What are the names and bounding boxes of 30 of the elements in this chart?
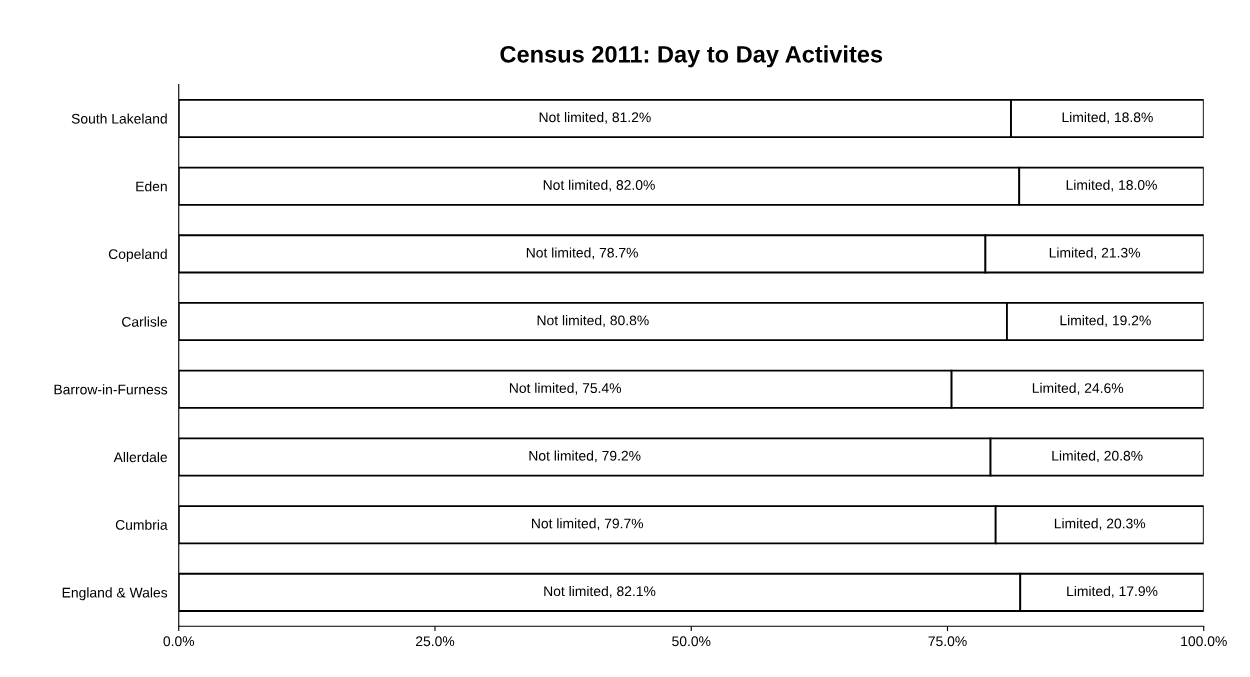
data-label: Not limited, 82.0% (543, 179, 655, 192)
data-label: Not limited, 81.2% (539, 112, 651, 124)
x-tick-label: 75.0% (928, 636, 967, 647)
data-label: Limited, 21.3% (1049, 247, 1141, 260)
data-label: Not limited, 82.1% (544, 585, 656, 598)
data-label: Not limited, 80.8% (537, 315, 649, 327)
data-label: Limited, 20.8% (1052, 450, 1143, 463)
data-label: Not limited, 78.7% (526, 247, 638, 260)
y-tick-label: Cumbria (115, 519, 168, 530)
x-tick-label: 25.0% (416, 636, 455, 647)
data-label: Not limited, 75.4% (509, 382, 622, 395)
data-label: Limited, 20.3% (1054, 518, 1146, 531)
y-tick-label: England & Wales (62, 587, 168, 601)
x-tick-label: 50.0% (672, 636, 711, 647)
data-label: Limited, 19.2% (1060, 315, 1151, 327)
y-tick-label: Eden (136, 181, 167, 192)
data-label: Not limited, 79.2% (529, 450, 641, 463)
data-label: Limited, 18.8% (1062, 112, 1153, 124)
y-tick-label: Allerdale (113, 451, 168, 463)
y-tick-label: Copeland (108, 248, 167, 262)
data-label: Limited, 17.9% (1067, 585, 1158, 598)
data-label: Limited, 24.6% (1032, 382, 1124, 395)
y-tick-label: Barrow-in-Furness (54, 384, 168, 395)
data-label: Not limited, 79.7% (532, 518, 644, 531)
y-tick-label: South Lakeland (71, 113, 167, 124)
x-tick-label: 100.0% (1181, 636, 1227, 647)
data-label: Limited, 18.0% (1066, 179, 1157, 192)
chart-title: Census 2011: Day to Day Activites (500, 45, 883, 68)
y-tick-label: Carlisle (122, 316, 168, 327)
x-tick-label: 0.0% (163, 636, 195, 647)
